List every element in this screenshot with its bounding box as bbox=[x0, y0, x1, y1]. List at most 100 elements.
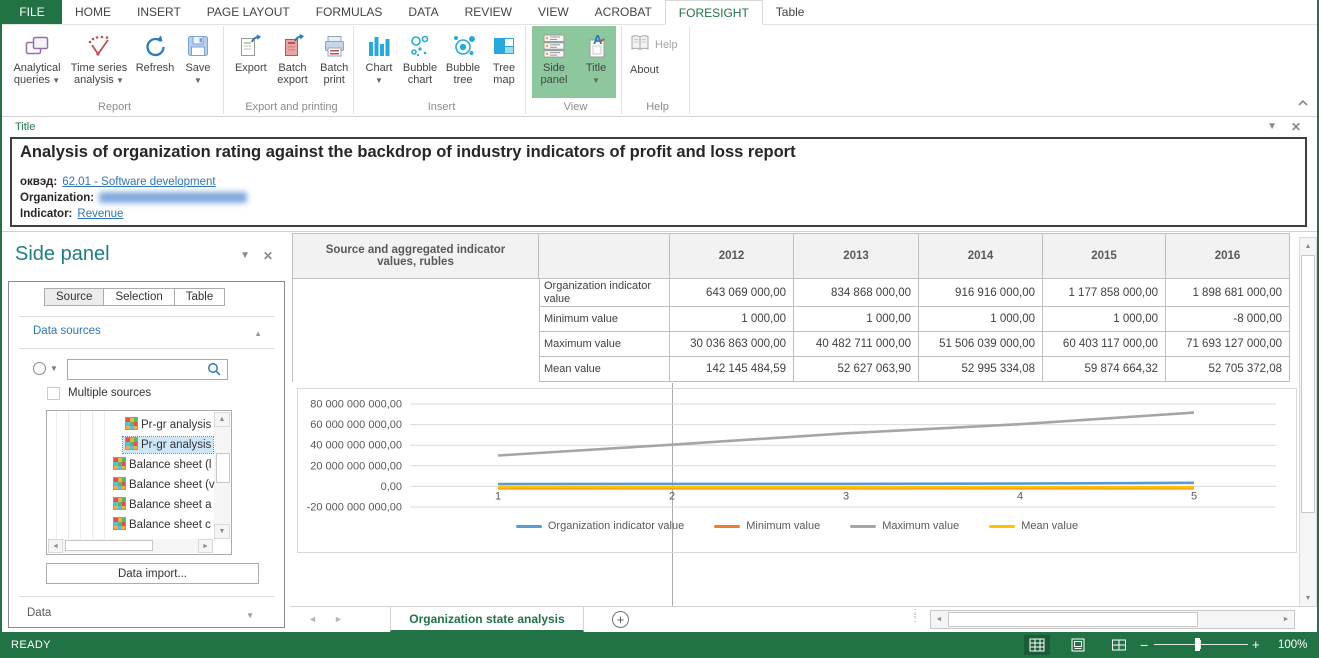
source-type-dropdown-icon[interactable]: ▼ bbox=[50, 364, 58, 373]
ribbon-tab-review[interactable]: REVIEW bbox=[464, 5, 512, 19]
new-sheet-button[interactable]: + bbox=[612, 611, 629, 628]
year-column-header-2014[interactable]: 2014 bbox=[919, 233, 1043, 279]
zoom-out-button[interactable]: − bbox=[1140, 637, 1149, 653]
year-column-header-2016[interactable]: 2016 bbox=[1166, 233, 1290, 279]
side-panel-button[interactable]: Side panel bbox=[532, 26, 576, 98]
data-source-item[interactable]: Balance sheet (l bbox=[111, 456, 213, 474]
refresh-button[interactable]: Refresh bbox=[132, 26, 178, 98]
table-value-cell[interactable]: 1 177 858 000,00 bbox=[1043, 279, 1166, 307]
year-column-header-2015[interactable]: 2015 bbox=[1043, 233, 1166, 279]
table-value-cell[interactable]: 1 000,00 bbox=[794, 307, 919, 332]
ribbon-tab-acrobat[interactable]: ACROBAT bbox=[594, 5, 652, 19]
data-source-item[interactable]: Pr-gr analysis bbox=[121, 436, 215, 454]
batch-export-button[interactable]: Batch export bbox=[270, 26, 316, 98]
ribbon-tab-formulas[interactable]: FORMULAS bbox=[315, 5, 383, 19]
source-type-icon[interactable] bbox=[33, 362, 46, 375]
list-horizontal-thumb[interactable] bbox=[65, 540, 153, 551]
ribbon-tab-data[interactable]: DATA bbox=[408, 5, 439, 19]
sheet-horizontal-scrollbar[interactable]: ◄ ► bbox=[930, 610, 1295, 629]
side-panel-collapse-icon[interactable]: ▼ bbox=[240, 250, 250, 261]
ribbon-tab-table[interactable]: Table bbox=[775, 5, 805, 19]
ribbon-tab-page-layout[interactable]: PAGE LAYOUT bbox=[206, 5, 290, 19]
save-button[interactable]: Save ▼ bbox=[178, 26, 218, 98]
normal-view-button[interactable] bbox=[1024, 635, 1050, 655]
time-series-analysis-button[interactable]: Time series analysis ▼ bbox=[66, 26, 132, 98]
scroll-down-icon[interactable]: ▼ bbox=[214, 524, 230, 539]
table-value-cell[interactable]: 142 145 484,59 bbox=[670, 357, 794, 382]
page-layout-view-button[interactable] bbox=[1065, 635, 1091, 655]
table-value-cell[interactable]: 59 874 664,32 bbox=[1043, 357, 1166, 382]
field-value-link[interactable]: Revenue bbox=[77, 208, 124, 220]
bubble-tree-button[interactable]: Bubble tree bbox=[442, 26, 484, 98]
table-value-cell[interactable]: 51 506 039 000,00 bbox=[919, 332, 1043, 357]
year-column-header-2013[interactable]: 2013 bbox=[794, 233, 919, 279]
data-section-collapse-icon[interactable]: ▼ bbox=[246, 611, 254, 620]
ribbon-tab-home[interactable]: HOME bbox=[75, 5, 111, 19]
sheet-tab-organization-state-analysis[interactable]: Organization state analysis bbox=[390, 607, 584, 632]
indicator-chart[interactable]: 80 000 000 000,00 60 000 000 000,00 40 000… bbox=[297, 388, 1297, 553]
table-value-cell[interactable]: 1 000,00 bbox=[919, 307, 1043, 332]
row-label[interactable]: Minimum value bbox=[539, 307, 670, 332]
search-input[interactable] bbox=[67, 359, 228, 380]
scroll-left-icon[interactable]: ◄ bbox=[935, 616, 943, 623]
table-value-cell[interactable]: 71 693 127 000,00 bbox=[1166, 332, 1290, 357]
title-panel-collapse-icon[interactable]: ▼ bbox=[1267, 121, 1277, 132]
sheet-nav-prev-icon[interactable]: ◄ bbox=[308, 614, 317, 624]
zoom-in-button[interactable]: + bbox=[1252, 637, 1260, 652]
list-vertical-thumb[interactable] bbox=[216, 453, 230, 483]
horizontal-scroll-thumb[interactable] bbox=[948, 612, 1198, 627]
multiple-sources-checkbox[interactable] bbox=[47, 387, 60, 400]
zoom-slider-thumb[interactable] bbox=[1195, 638, 1200, 651]
side-panel-close-icon[interactable]: ✕ bbox=[262, 249, 273, 263]
row-label[interactable]: Maximum value bbox=[539, 332, 670, 357]
table-value-cell[interactable]: 643 069 000,00 bbox=[670, 279, 794, 307]
table-value-cell[interactable]: -8 000,00 bbox=[1166, 307, 1290, 332]
analytical-queries-button[interactable]: Analytical queries ▼ bbox=[8, 26, 66, 98]
collapse-section-icon[interactable]: ▲ bbox=[254, 329, 262, 338]
scrollbar-grip-icon[interactable]: ⋮ ⋮ bbox=[910, 608, 920, 624]
table-value-cell[interactable]: 40 482 711 000,00 bbox=[794, 332, 919, 357]
page-break-preview-button[interactable] bbox=[1106, 635, 1132, 655]
collapse-ribbon-icon[interactable] bbox=[1297, 94, 1309, 112]
title-button[interactable]: A Title ▼ bbox=[576, 26, 616, 98]
table-value-cell[interactable]: 52 995 334,08 bbox=[919, 357, 1043, 382]
year-column-header-2012[interactable]: 2012 bbox=[670, 233, 794, 279]
side-panel-tab-source[interactable]: Source bbox=[44, 288, 105, 306]
table-value-cell[interactable]: 1 000,00 bbox=[670, 307, 794, 332]
ribbon-tab-insert[interactable]: INSERT bbox=[137, 5, 181, 19]
scroll-down-icon[interactable]: ▼ bbox=[1304, 594, 1312, 602]
data-import-button[interactable]: Data import... bbox=[46, 563, 259, 584]
table-value-cell[interactable]: 1 898 681 000,00 bbox=[1166, 279, 1290, 307]
sheet-nav-next-icon[interactable]: ► bbox=[334, 614, 343, 624]
scroll-up-icon[interactable]: ▲ bbox=[214, 412, 230, 427]
scroll-up-icon[interactable]: ▲ bbox=[1304, 242, 1312, 250]
help-button[interactable]: Help bbox=[630, 34, 689, 55]
scroll-right-icon[interactable]: ► bbox=[198, 539, 213, 553]
table-value-cell[interactable]: 30 036 863 000,00 bbox=[670, 332, 794, 357]
scroll-right-icon[interactable]: ► bbox=[1282, 616, 1290, 623]
ribbon-tab-foresight[interactable]: FORESIGHT bbox=[664, 0, 763, 25]
sheet-vertical-scrollbar[interactable]: ▲ ▼ bbox=[1299, 237, 1317, 607]
data-source-item[interactable]: Pr-gr analysis bbox=[123, 416, 213, 434]
zoom-slider-track[interactable] bbox=[1154, 644, 1248, 645]
chart-button[interactable]: Chart ▼ bbox=[360, 26, 398, 98]
table-value-cell[interactable]: 1 000,00 bbox=[1043, 307, 1166, 332]
bubble-chart-button[interactable]: Bubble chart bbox=[398, 26, 442, 98]
scroll-left-icon[interactable]: ◄ bbox=[48, 539, 63, 553]
zoom-level[interactable]: 100% bbox=[1278, 639, 1308, 651]
title-panel-close-icon[interactable]: ✕ bbox=[1290, 120, 1301, 134]
table-value-cell[interactable]: 52 705 372,08 bbox=[1166, 357, 1290, 382]
export-button[interactable]: Export bbox=[232, 26, 270, 98]
data-source-item[interactable]: Balance sheet a bbox=[111, 496, 213, 514]
about-button[interactable]: About bbox=[630, 64, 659, 76]
table-value-cell[interactable]: 916 916 000,00 bbox=[919, 279, 1043, 307]
ribbon-tab-file[interactable]: FILE bbox=[2, 0, 62, 24]
side-panel-tab-selection[interactable]: Selection bbox=[103, 288, 175, 306]
data-section-header[interactable]: Data bbox=[27, 607, 52, 619]
ribbon-tab-view[interactable]: VIEW bbox=[537, 5, 569, 19]
list-horizontal-scrollbar[interactable]: ◄ ► bbox=[48, 539, 213, 553]
table-value-cell[interactable]: 52 627 063,90 bbox=[794, 357, 919, 382]
field-value-link[interactable]: 62.01 - Software development bbox=[62, 176, 216, 188]
row-label[interactable]: Mean value bbox=[539, 357, 670, 382]
batch-print-button[interactable]: Batch print bbox=[315, 26, 353, 98]
